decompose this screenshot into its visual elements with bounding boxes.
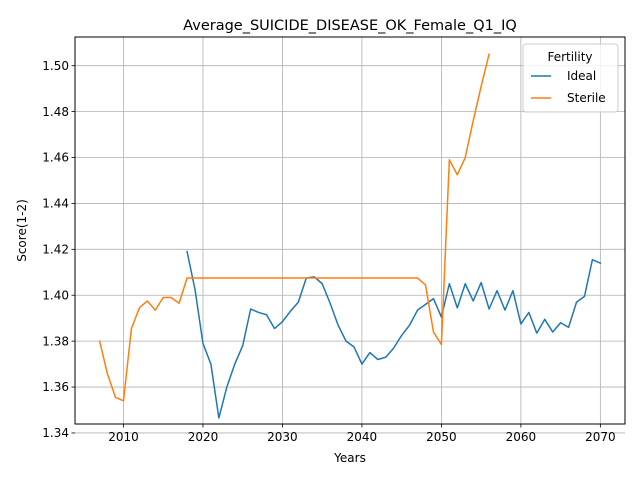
y-tick-label: 1.50 — [42, 59, 69, 73]
y-tick-label: 1.46 — [42, 151, 69, 165]
plot-frame — [74, 36, 626, 425]
x-tick-label: 2040 — [347, 430, 378, 444]
x-tick-label: 2070 — [585, 430, 616, 444]
series-line-sterile — [98, 53, 490, 402]
legend-label-sterile: Sterile — [567, 91, 606, 105]
y-tick-label: 1.36 — [42, 380, 69, 394]
y-tick-label: 1.34 — [42, 426, 69, 440]
x-tick-label: 2010 — [108, 430, 139, 444]
y-tick-label: 1.40 — [42, 288, 69, 302]
x-axis-label: Years — [333, 451, 366, 465]
x-tick-label: 2030 — [267, 430, 298, 444]
series-line-ideal — [186, 250, 602, 419]
y-tick-label: 1.44 — [42, 197, 69, 211]
legend-label-ideal: Ideal — [567, 69, 596, 83]
x-tick-label: 2050 — [426, 430, 457, 444]
y-tick-label: 1.48 — [42, 105, 69, 119]
axis-ticks: 2010 2020 2030 2040 2050 2060 2070 1.34 1.36 1.38… — [42, 59, 615, 444]
chart-title: Average_SUICIDE_DISEASE_OK_Female_Q1_IQ — [183, 18, 517, 34]
series-lines — [98, 53, 602, 419]
grid-lines — [75, 37, 625, 434]
y-tick-label: 1.42 — [42, 243, 69, 257]
y-tick-label: 1.38 — [42, 334, 69, 348]
legend: Fertility Ideal Sterile — [522, 43, 619, 113]
legend-title: Fertility — [547, 50, 592, 64]
x-tick-label: 2020 — [188, 430, 219, 444]
y-axis-label: Score(1-2) — [15, 199, 29, 262]
legend-box — [522, 43, 619, 113]
x-tick-label: 2060 — [506, 430, 537, 444]
